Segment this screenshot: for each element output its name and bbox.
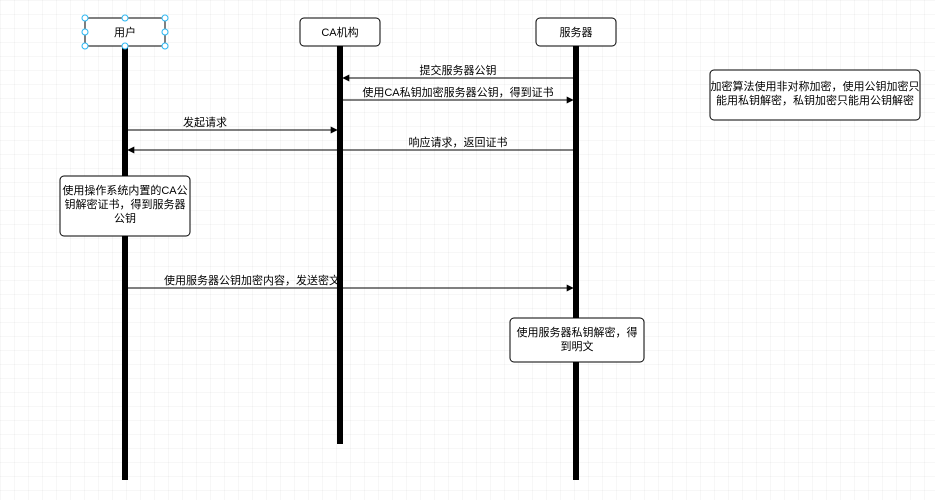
activation-a1[interactable]: 使用操作系统内置的CA公 钥解密证书，得到服务器 公钥: [60, 176, 190, 236]
message-m4[interactable]: 响应请求，返回证书: [128, 135, 573, 150]
activation-a1-line2: 钥解密证书，得到服务器: [65, 197, 186, 211]
lifeline-user[interactable]: 用户: [82, 15, 168, 480]
message-m1[interactable]: 提交服务器公钥: [343, 63, 573, 78]
lifeline-user-label: 用户: [114, 25, 136, 39]
lifeline-ca-label: CA机构: [321, 25, 358, 39]
activation-a1-line1: 使用操作系统内置的CA公: [62, 183, 187, 197]
message-m3[interactable]: 发起请求: [128, 115, 337, 130]
message-m5[interactable]: 使用服务器公钥加密内容，发送密文: [128, 273, 573, 288]
activation-a2-line2: 到明文: [561, 339, 594, 353]
lifeline-ca[interactable]: CA机构: [300, 18, 380, 444]
message-m2[interactable]: 使用CA私钥加密服务器公钥，得到证书: [343, 85, 573, 100]
lifeline-server-label: 服务器: [560, 26, 593, 39]
note-n1[interactable]: 加密算法使用非对称加密，使用公钥加密只 能用私钥解密，私钥加密只能用公钥解密: [710, 70, 920, 120]
message-m1-label: 提交服务器公钥: [420, 63, 497, 77]
activation-a2-line1: 使用服务器私钥解密，得: [517, 325, 638, 339]
activation-a2[interactable]: 使用服务器私钥解密，得 到明文: [510, 318, 644, 362]
message-m3-label: 发起请求: [183, 115, 227, 129]
note-n1-line2: 能用私钥解密，私钥加密只能用公钥解密: [716, 93, 914, 107]
activation-a1-line3: 公钥: [114, 211, 136, 225]
note-n1-line1: 加密算法使用非对称加密，使用公钥加密只: [711, 79, 920, 93]
message-m2-label: 使用CA私钥加密服务器公钥，得到证书: [362, 85, 553, 99]
message-m5-label: 使用服务器公钥加密内容，发送密文: [164, 273, 340, 287]
message-m4-label: 响应请求，返回证书: [409, 135, 508, 149]
